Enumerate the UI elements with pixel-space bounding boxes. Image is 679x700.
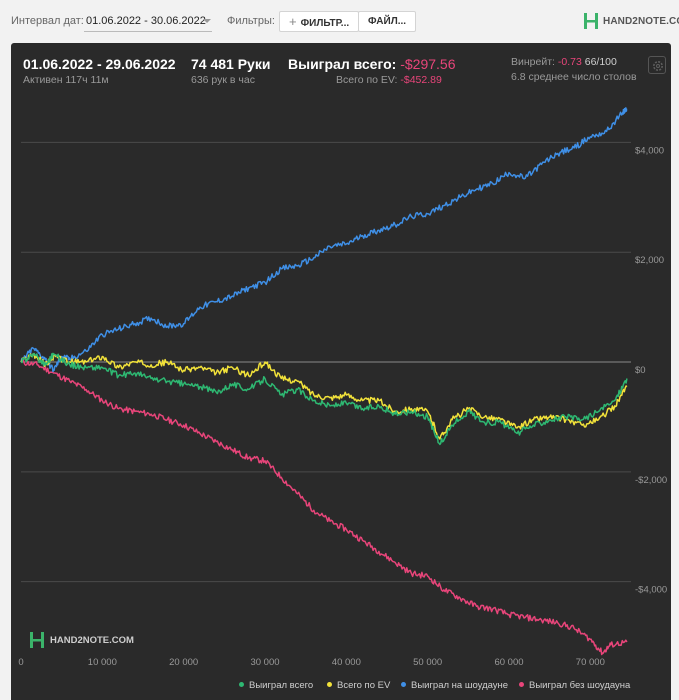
legend-ev[interactable]: Всего по EV [327, 680, 390, 691]
y-tick-label: -$2,000 [635, 475, 667, 486]
watermark-brand-name: HAND2NOTE.COM [50, 635, 134, 646]
plus-icon: + [289, 14, 297, 29]
settings-button[interactable] [648, 56, 666, 74]
filters-label: Фильтры: [227, 15, 275, 27]
graph-panel: 01.06.2022 - 29.06.2022 Активен 117ч 11м… [11, 43, 671, 700]
series-non-showdown-line[interactable] [20, 359, 628, 656]
gear-icon [653, 61, 663, 71]
legend-label: Выиграл всего [249, 680, 314, 691]
legend-dot [401, 681, 406, 687]
x-tick-label: 70 000 [576, 657, 605, 668]
hand2note-logo-icon [584, 13, 598, 29]
legend-label: Всего по EV [337, 680, 391, 691]
hand2note-logo-icon [30, 632, 44, 648]
chevron-down-icon[interactable] [203, 19, 211, 23]
ev-total-value: -$452.89 [400, 74, 442, 86]
period-text: 01.06.2022 - 29.06.2022 [23, 56, 176, 72]
x-tick-label: 20 000 [169, 657, 198, 668]
file-button[interactable]: ФАЙЛ... [358, 11, 417, 32]
series-ev-line[interactable] [20, 352, 628, 440]
x-tick-label: 10 000 [88, 657, 117, 668]
legend-dot [239, 681, 244, 687]
toolbar: Интервал дат: 01.06.2022 - 30.06.2022 Фи… [0, 0, 679, 40]
legend-label: Выиграл на шоудауне [411, 680, 509, 691]
y-tick-label: $2,000 [635, 255, 664, 266]
legend-dot [327, 681, 332, 687]
series-won-total-line[interactable] [20, 352, 628, 446]
hands-per-hour: 636 рук в час [191, 74, 255, 86]
filter-button-label: ФИЛЬТР... [300, 18, 350, 29]
profit-chart[interactable]: $4,000 $2,000 $0 -$2,000 -$4,000 0 10 000 20 00… [11, 43, 671, 700]
won-total-value: -$297.56 [400, 56, 456, 72]
winrate-value: -0.73 [557, 56, 582, 68]
y-tick-label: $4,000 [635, 145, 664, 156]
winrate-sample: 66/100 [584, 56, 617, 68]
ev-total: Всего по EV: -$452.89 [336, 74, 442, 86]
legend-showdown[interactable]: Выиграл на шоудауне [401, 680, 508, 691]
date-interval-picker[interactable]: 01.06.2022 - 30.06.2022 [86, 15, 206, 27]
x-tick-label: 30 000 [250, 657, 279, 668]
legend-label: Выиграл без шоудауна [529, 680, 631, 691]
won-total-label: Выиграл всего: [288, 56, 397, 72]
won-total: Выиграл всего: -$297.56 [288, 56, 456, 72]
date-interval-label: Интервал дат: [11, 15, 84, 27]
winrate-label: Винрейт: [511, 56, 555, 68]
x-tick-label: 40 000 [332, 657, 361, 668]
avg-tables: 6.8 среднее число столов [511, 71, 637, 83]
brand-name: HAND2NOTE.COM [603, 16, 679, 27]
y-tick-label: $0 [635, 365, 646, 376]
legend-non-showdown[interactable]: Выиграл без шоудауна [519, 680, 630, 691]
filter-button[interactable]: + ФИЛЬТР... [279, 11, 360, 32]
series-showdown-line[interactable] [20, 107, 628, 373]
date-picker-underline [84, 31, 212, 32]
active-time: Активен 117ч 11м [23, 74, 109, 86]
y-tick-label: -$4,000 [635, 585, 667, 596]
ev-total-label: Всего по EV: [336, 74, 398, 86]
winrate: Винрейт: -0.73 66/100 [511, 56, 617, 68]
x-tick-label: 50 000 [413, 657, 442, 668]
file-button-label: ФАЙЛ... [368, 16, 407, 27]
legend-won-total[interactable]: Выиграл всего [239, 680, 313, 691]
hands-count: 74 481 Руки [191, 56, 271, 72]
x-tick-label: 60 000 [494, 657, 523, 668]
x-tick-label: 0 [18, 657, 23, 668]
legend-dot [519, 681, 524, 687]
